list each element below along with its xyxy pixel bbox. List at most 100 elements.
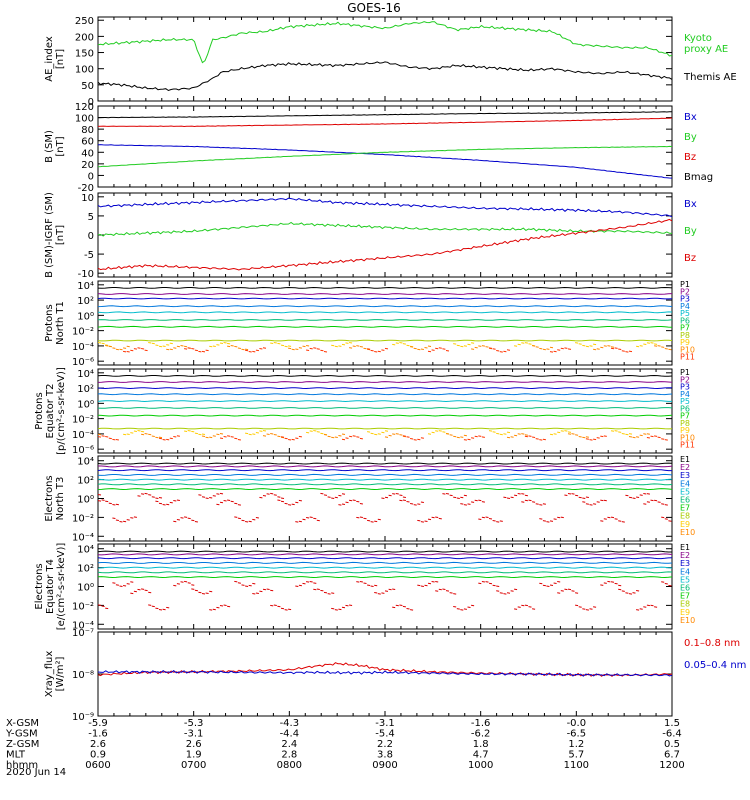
- panel-xray: 10⁻⁹ 10⁻⁸ 10⁻⁷ Xray_flux[W/m²] 0.1–0.8 nm 0.0…: [44, 628, 746, 723]
- y-tick-label: 10⁻⁴: [72, 430, 94, 441]
- y-axis-label-line: North T1: [55, 301, 66, 345]
- channel-label: E7: [680, 504, 690, 513]
- panel-frame: [97, 455, 673, 542]
- series-line: [98, 145, 672, 168]
- y-axis-label: AE_index[nT]: [44, 36, 66, 82]
- channel-line: [98, 319, 672, 321]
- y-tick-label: 10⁻⁸: [72, 670, 94, 681]
- y-tick-label: 10⁻⁴: [72, 620, 94, 631]
- ephemeris-value: 0.9: [90, 750, 106, 761]
- ephemeris-value: 2.2: [377, 739, 393, 750]
- channel-line: [98, 305, 672, 308]
- channel-label: E3: [680, 471, 690, 480]
- channel-line: [98, 286, 672, 289]
- y-tick-label: 250: [75, 16, 94, 27]
- channel-label: P4: [680, 302, 690, 311]
- ephemeris-value: 2.4: [281, 739, 297, 750]
- channel-line: [98, 462, 672, 465]
- channel-line: [98, 325, 672, 328]
- y-tick-label: 150: [75, 49, 94, 60]
- y-axis-label-line: [nT]: [55, 225, 66, 245]
- series-line: [98, 21, 672, 64]
- channel-label: P6: [680, 316, 690, 325]
- date-label: 2020 Jun 14: [6, 767, 66, 778]
- y-tick-label: 120: [75, 102, 94, 113]
- channel-label: P9: [680, 426, 690, 435]
- plot-area: [98, 662, 672, 677]
- ephemeris-value: 1200: [659, 760, 684, 771]
- channel-label: E2: [680, 463, 690, 472]
- ephemeris-value: 1100: [564, 760, 589, 771]
- y-tick-label: 0: [88, 231, 94, 242]
- legend-entry-line: proxy AE: [684, 44, 728, 55]
- channel-label: P3: [680, 295, 690, 304]
- plot-area: [98, 111, 672, 179]
- legend-entry: 0.05–0.4 nm: [684, 660, 746, 671]
- channel-label: E1: [680, 543, 690, 552]
- legend-entry: Themis AE: [683, 72, 737, 83]
- plot-title: GOES-16: [347, 1, 401, 15]
- legend-entry: Bz: [684, 253, 696, 264]
- channel-label: E4: [680, 479, 690, 488]
- legend-entry-line: 0.1–0.8 nm: [684, 638, 740, 649]
- channel-label: P10: [680, 345, 695, 354]
- channel-line: [98, 400, 672, 403]
- channel-label: P2: [680, 287, 690, 296]
- channel-label: E5: [680, 487, 690, 496]
- plot-area: [98, 374, 672, 441]
- channel-line: [98, 293, 672, 295]
- panel-ae: 0 50 100 150 200 250 AE_index[nT] Kyoto proxy AE…: [44, 16, 737, 108]
- panel-e2: 10⁻⁴ 10⁻² 10⁰ 10² 10⁴ ElectronsEquator T4[e/(…: [34, 543, 695, 632]
- ephemeris-value: 1.5: [664, 718, 680, 729]
- channel-label: E1: [680, 455, 690, 464]
- ephemeris-row-label: Z-GSM: [6, 739, 39, 750]
- y-axis-label-line: [W/m²]: [55, 656, 66, 691]
- y-tick-label: 10⁴: [77, 457, 94, 468]
- channel-label: E6: [680, 584, 690, 593]
- ephemeris-value: -6.4: [662, 729, 682, 740]
- y-tick-label: 10⁻²: [72, 415, 94, 426]
- channel-label: E5: [680, 575, 690, 584]
- channel-line: [98, 499, 668, 506]
- ephemeris-value: 2.8: [281, 750, 297, 761]
- channel-label: P2: [680, 375, 690, 384]
- ephemeris-value: 5.7: [568, 750, 584, 761]
- channel-line: [98, 381, 672, 383]
- y-axis-label-line: Xray_flux: [44, 651, 55, 698]
- channel-label: E4: [680, 567, 690, 576]
- y-tick-label: 0: [88, 97, 94, 108]
- channel-line: [98, 342, 658, 348]
- y-axis-label-line: Electrons: [44, 475, 55, 521]
- y-axis-label: ProtonsNorth T1: [44, 301, 66, 345]
- channel-label: P7: [680, 412, 690, 421]
- plot-area: [98, 197, 672, 271]
- ephemeris-value: -1.6: [471, 718, 491, 729]
- y-tick-label: 50: [81, 81, 94, 92]
- channel-line: [98, 427, 672, 430]
- ephemeris-value: 0900: [372, 760, 397, 771]
- channel-label: P1: [680, 368, 690, 377]
- legend-entry: By: [684, 132, 697, 143]
- series-line: [98, 111, 672, 119]
- ephemeris-value: -6.2: [471, 729, 491, 740]
- ephemeris-value: -4.3: [280, 718, 300, 729]
- y-tick-label: 10⁻²: [72, 513, 94, 524]
- y-axis-label-line: [nT]: [55, 49, 66, 69]
- channel-label: P8: [680, 419, 690, 428]
- channel-line: [98, 414, 672, 417]
- channel-line: [98, 561, 672, 564]
- series-line: [98, 144, 672, 179]
- channel-line: [98, 433, 650, 439]
- y-tick-label: 20: [81, 160, 94, 171]
- channel-label: E3: [680, 559, 690, 568]
- ephemeris-value: 2.6: [90, 739, 106, 750]
- ephemeris-value: 1.9: [186, 750, 202, 761]
- channel-label: P11: [680, 353, 695, 362]
- y-tick-label: 10²: [77, 384, 94, 395]
- channel-line: [98, 393, 672, 396]
- channel-line: [98, 483, 672, 486]
- y-tick-label: 10⁻⁷: [72, 628, 94, 639]
- channel-line: [98, 407, 672, 409]
